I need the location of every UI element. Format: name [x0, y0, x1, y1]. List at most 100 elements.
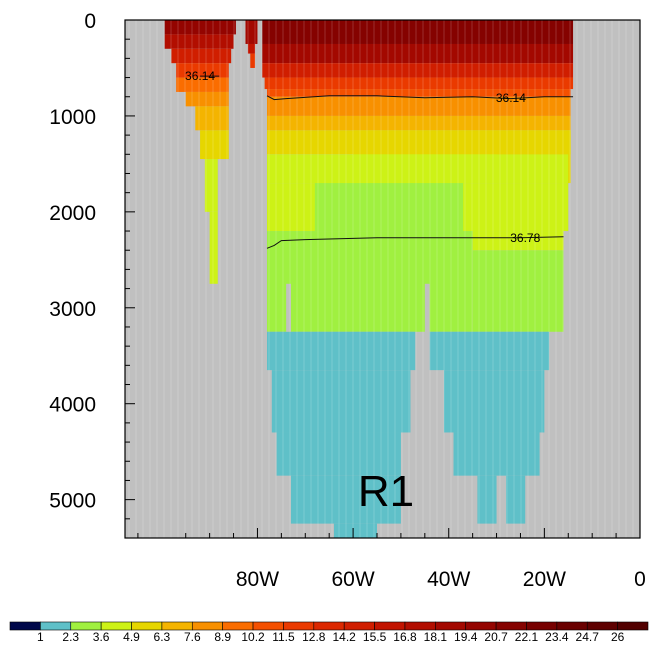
missing-cell — [286, 283, 291, 332]
field-cell — [271, 370, 411, 433]
colorbar-box — [9, 621, 41, 631]
field-cell — [333, 523, 378, 538]
colorbar-box — [556, 621, 588, 631]
colorbar-label: 18.1 — [424, 630, 448, 644]
field-cell — [264, 77, 574, 90]
field-cell — [453, 432, 540, 476]
colorbar-box — [313, 621, 345, 631]
colorbar-label: 2.3 — [62, 630, 79, 644]
contour-line — [266, 236, 564, 249]
field-cell — [267, 89, 571, 97]
colorbar-label: 10.2 — [241, 630, 265, 644]
colorbar-label: 7.6 — [184, 630, 201, 644]
colorbar-label: 4.9 — [123, 630, 140, 644]
colorbar-box — [465, 621, 497, 631]
plot-frame — [124, 19, 641, 539]
contour-line — [266, 95, 574, 101]
field-cell — [247, 43, 256, 54]
x-tick-label: 40W — [427, 568, 470, 591]
colorbar-box — [70, 621, 102, 631]
y-tick-label: 3000 — [49, 298, 96, 321]
x-tick-label: 60W — [331, 568, 374, 591]
axes: 80W 60W 40W 20W 0 0 1000 2000 3000 4000 5000 — [49, 10, 646, 591]
colorbar-label: 24.7 — [576, 630, 600, 644]
colorbar-label: 19.4 — [454, 630, 478, 644]
field-cell — [176, 63, 229, 78]
colorbar-label: 8.9 — [214, 630, 231, 644]
field-cells — [164, 20, 574, 538]
colorbar-box — [435, 621, 467, 631]
x-tick-label: 80W — [236, 568, 279, 591]
field-cell — [185, 91, 229, 107]
field-cell — [267, 231, 473, 332]
colorbar-label: 16.8 — [393, 630, 417, 644]
field-cell — [204, 159, 218, 212]
field-cell — [245, 20, 258, 44]
region-label: R1 — [358, 467, 414, 516]
field-cell — [262, 63, 574, 78]
colorbar-label: 12.8 — [302, 630, 326, 644]
field-cell — [290, 475, 401, 524]
contour-label: 36.14 — [185, 69, 215, 83]
colorbar-box — [586, 621, 618, 631]
y-tick-label: 0 — [84, 10, 96, 33]
colorbar-box — [161, 621, 193, 631]
y-tick-label: 2000 — [49, 202, 96, 225]
field-cell — [200, 130, 229, 160]
colorbar-label: 11.5 — [272, 630, 295, 644]
field-cell — [472, 231, 564, 251]
field-cell — [250, 53, 256, 68]
contour-label: 36.78 — [510, 231, 540, 245]
field-cell — [171, 48, 232, 64]
grid-lines — [128, 20, 634, 538]
colorbar-label: 26 — [611, 630, 625, 644]
y-tick-label: 1000 — [49, 106, 96, 129]
colorbar-box — [40, 621, 72, 631]
colorbar-box — [191, 621, 223, 631]
field-cell — [262, 20, 574, 44]
colorbar-label: 14.2 — [333, 630, 357, 644]
field-cell — [267, 331, 416, 371]
colorbar-label: 15.5 — [363, 630, 387, 644]
field-cell — [429, 331, 550, 371]
field-cell — [267, 96, 571, 116]
x-tick-label: 0 — [634, 568, 646, 591]
colorbar-box — [100, 621, 132, 631]
colorbar-box — [283, 621, 315, 631]
field-cell — [443, 370, 545, 433]
field-cell — [195, 106, 229, 131]
field-cell — [262, 43, 574, 64]
colorbar-label: 23.4 — [545, 630, 569, 644]
field-cell — [314, 183, 464, 232]
colorbar-label: 6.3 — [154, 630, 171, 644]
field-cell — [276, 432, 401, 476]
colorbar-box — [495, 621, 527, 631]
field-cell — [506, 475, 526, 524]
field-cell — [176, 77, 229, 92]
field-cell — [267, 154, 569, 184]
colorbar-box — [222, 621, 254, 631]
field-cell — [164, 34, 234, 49]
colorbar-box — [343, 621, 375, 631]
colorbar-box — [131, 621, 163, 631]
y-tick-label: 5000 — [49, 490, 96, 513]
field-cell — [267, 115, 571, 131]
colorbar-label: 22.1 — [515, 630, 539, 644]
colorbar-box — [526, 621, 558, 631]
field-cell — [209, 211, 218, 284]
colorbar-box — [404, 621, 436, 631]
colorbar-label: 1 — [37, 630, 44, 644]
field-cell — [164, 20, 236, 35]
x-tick-label: 20W — [523, 568, 566, 591]
colorbar-box — [617, 621, 649, 631]
colorbar: 1 2.3 3.6 4.9 6.3 7.6 8.9 10.2 11.5 12.8 14.2 15.5 1… — [9, 621, 649, 644]
colorbar-box — [374, 621, 406, 631]
colorbar-box — [252, 621, 284, 631]
colorbar-label: 20.7 — [484, 630, 508, 644]
field-cell — [477, 475, 497, 524]
missing-cell — [424, 283, 430, 375]
contour-label: 36.14 — [496, 91, 526, 105]
y-tick-label: 4000 — [49, 394, 96, 417]
colorbar-label: 3.6 — [93, 630, 110, 644]
